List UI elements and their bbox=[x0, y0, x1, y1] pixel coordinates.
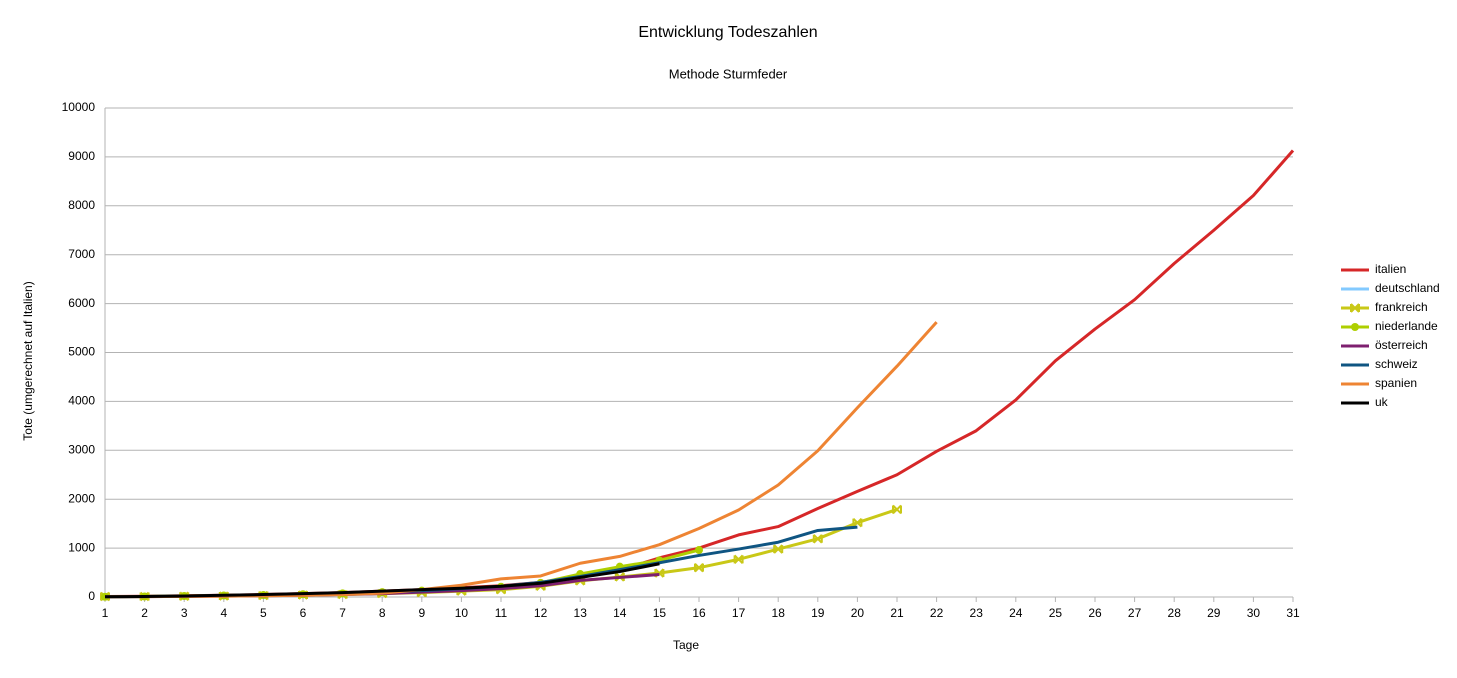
x-tick-label: 11 bbox=[495, 606, 508, 620]
x-tick-label: 18 bbox=[772, 606, 786, 620]
marker bbox=[812, 534, 823, 544]
x-tick-label: 24 bbox=[1009, 606, 1023, 620]
marker bbox=[733, 554, 744, 565]
x-tick-label: 12 bbox=[534, 606, 548, 620]
x-tick-label: 25 bbox=[1049, 606, 1063, 620]
x-tick-label: 20 bbox=[851, 606, 865, 620]
x-tick-label: 23 bbox=[970, 606, 984, 620]
marker bbox=[773, 544, 784, 554]
legend-label: deutschland bbox=[1375, 281, 1440, 295]
marker bbox=[694, 562, 704, 573]
y-tick-label: 1000 bbox=[68, 540, 95, 554]
x-tick-label: 8 bbox=[379, 606, 386, 620]
legend-label: spanien bbox=[1375, 376, 1417, 390]
y-tick-label: 9000 bbox=[68, 149, 95, 163]
x-tick-label: 6 bbox=[300, 606, 307, 620]
marker bbox=[852, 517, 863, 528]
y-tick-label: 10000 bbox=[62, 100, 96, 114]
x-tick-label: 9 bbox=[418, 606, 425, 620]
chart-title: Entwicklung Todeszahlen bbox=[638, 24, 817, 41]
marker bbox=[654, 568, 665, 578]
x-tick-label: 31 bbox=[1286, 606, 1300, 620]
y-tick-label: 3000 bbox=[68, 442, 95, 456]
y-tick-label: 0 bbox=[88, 589, 95, 603]
x-tick-label: 16 bbox=[692, 606, 706, 620]
x-tick-label: 27 bbox=[1128, 606, 1142, 620]
y-tick-label: 4000 bbox=[68, 394, 95, 408]
y-tick-label: 2000 bbox=[68, 491, 95, 505]
x-tick-label: 2 bbox=[141, 606, 148, 620]
x-tick-label: 29 bbox=[1207, 606, 1221, 620]
marker bbox=[1351, 323, 1359, 331]
x-tick-label: 7 bbox=[339, 606, 346, 620]
x-tick-label: 3 bbox=[181, 606, 188, 620]
x-tick-label: 21 bbox=[890, 606, 904, 620]
x-tick-label: 14 bbox=[613, 606, 627, 620]
legend-label: frankreich bbox=[1375, 300, 1428, 314]
x-tick-label: 30 bbox=[1247, 606, 1261, 620]
x-tick-label: 19 bbox=[811, 606, 825, 620]
x-tick-label: 13 bbox=[574, 606, 588, 620]
x-tick-label: 17 bbox=[732, 606, 746, 620]
x-tick-label: 5 bbox=[260, 606, 267, 620]
x-tick-label: 4 bbox=[220, 606, 227, 620]
marker bbox=[695, 546, 703, 555]
legend-label: niederlande bbox=[1375, 319, 1438, 333]
y-tick-label: 5000 bbox=[68, 345, 95, 359]
marker bbox=[892, 504, 902, 515]
x-tick-label: 15 bbox=[653, 606, 667, 620]
legend-label: italien bbox=[1375, 262, 1406, 276]
x-tick-label: 1 bbox=[102, 606, 109, 620]
x-tick-label: 28 bbox=[1168, 606, 1182, 620]
y-tick-label: 7000 bbox=[68, 247, 95, 261]
series-line bbox=[104, 562, 660, 599]
chart-subtitle: Methode Sturmfeder bbox=[669, 66, 788, 81]
legend-label: österreich bbox=[1375, 338, 1428, 352]
legend-label: schweiz bbox=[1375, 357, 1418, 371]
x-tick-label: 22 bbox=[930, 606, 944, 620]
y-tick-label: 6000 bbox=[68, 296, 95, 310]
y-axis-label: Tote (umgerechnet auf Italien) bbox=[21, 281, 35, 440]
x-tick-label: 26 bbox=[1088, 606, 1102, 620]
series-line bbox=[104, 321, 938, 599]
x-axis-label: Tage bbox=[673, 638, 699, 652]
x-tick-label: 10 bbox=[455, 606, 469, 620]
legend-label: uk bbox=[1375, 395, 1389, 409]
marker bbox=[1350, 303, 1360, 313]
y-tick-label: 8000 bbox=[68, 198, 95, 212]
